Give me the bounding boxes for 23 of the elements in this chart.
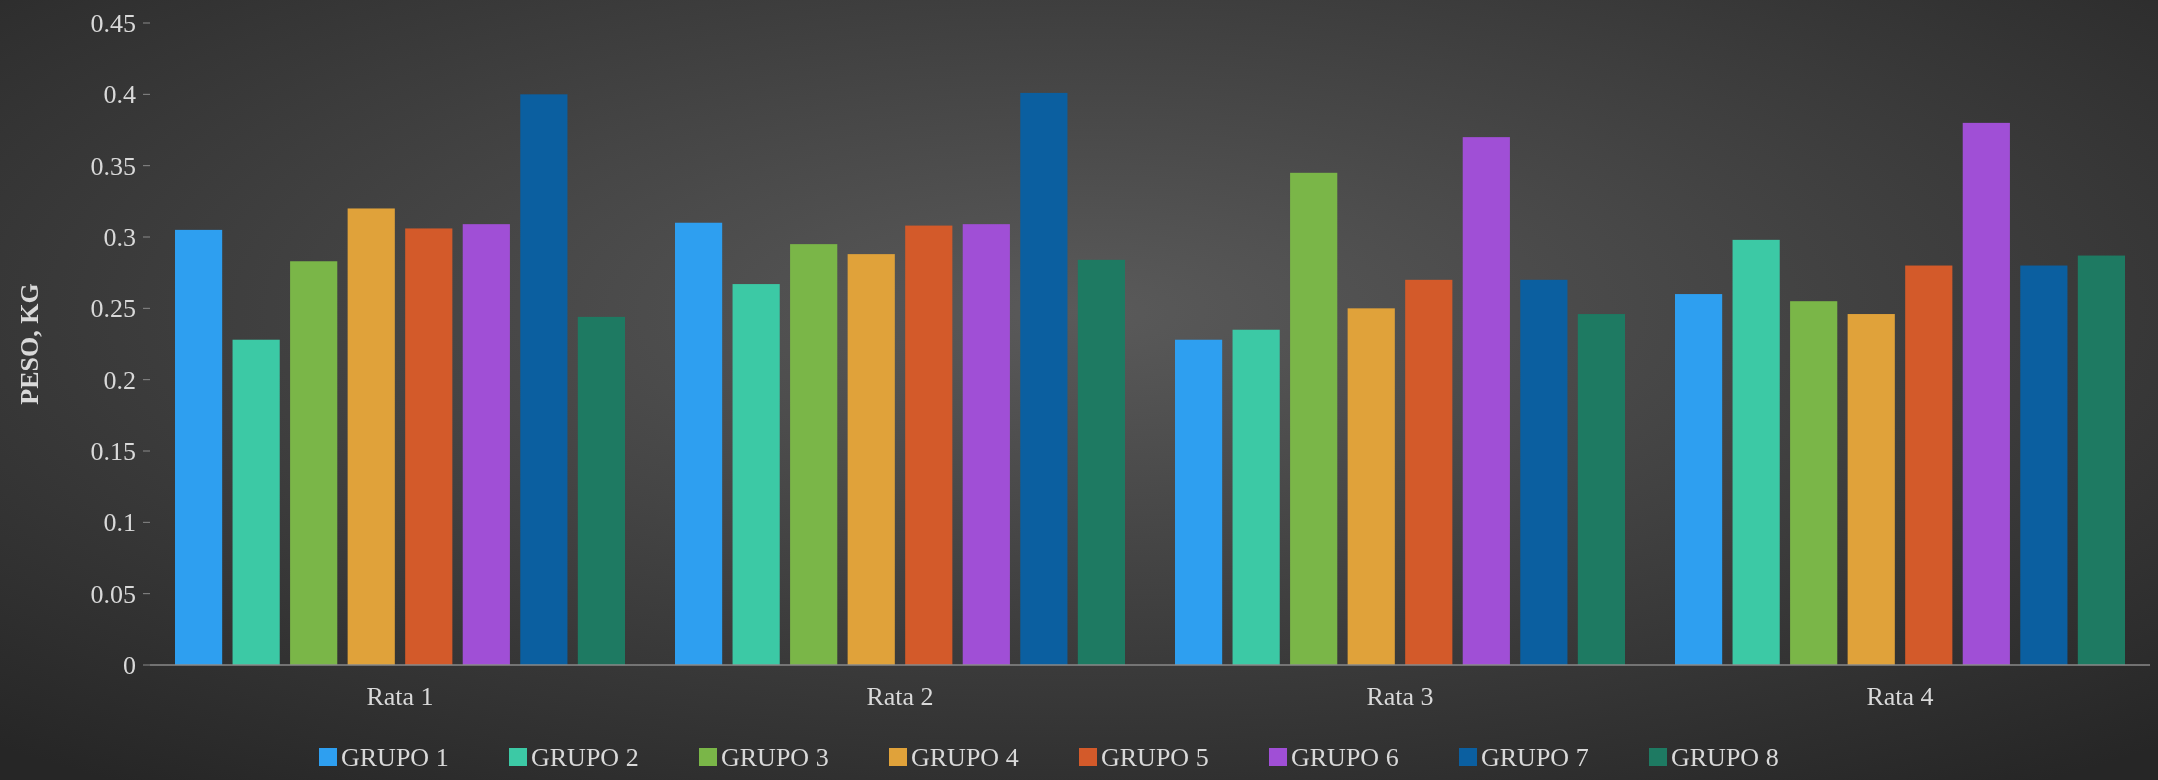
legend-label: GRUPO 4 xyxy=(911,743,1019,773)
y-axis-title: PESO, KG xyxy=(15,283,44,405)
x-tick-label: Rata 3 xyxy=(1366,682,1434,711)
y-tick-label: 0 xyxy=(123,651,136,681)
legend-label: GRUPO 2 xyxy=(531,743,639,773)
legend-label: GRUPO 8 xyxy=(1671,743,1779,773)
x-tick-label: Rata 4 xyxy=(1866,682,1934,711)
y-tick-label: 0.1 xyxy=(103,508,136,538)
legend-label: GRUPO 3 xyxy=(721,743,829,773)
y-tick-label: 0.25 xyxy=(90,294,136,324)
y-tick-label: 0.35 xyxy=(90,151,136,181)
y-tick-label: 0.05 xyxy=(90,579,136,609)
x-tick-label: Rata 1 xyxy=(366,682,434,711)
y-tick-label: 0.4 xyxy=(103,80,136,110)
legend-label: GRUPO 5 xyxy=(1101,743,1209,773)
legend-label: GRUPO 6 xyxy=(1291,743,1399,773)
y-tick-label: 0.3 xyxy=(103,223,136,253)
y-tick-label: 0.45 xyxy=(90,9,136,39)
y-tick-label: 0.15 xyxy=(90,437,136,467)
x-tick-label: Rata 2 xyxy=(866,682,934,711)
y-tick-label: 0.2 xyxy=(103,365,136,395)
legend-label: GRUPO 1 xyxy=(341,743,449,773)
legend-label: GRUPO 7 xyxy=(1481,743,1589,773)
